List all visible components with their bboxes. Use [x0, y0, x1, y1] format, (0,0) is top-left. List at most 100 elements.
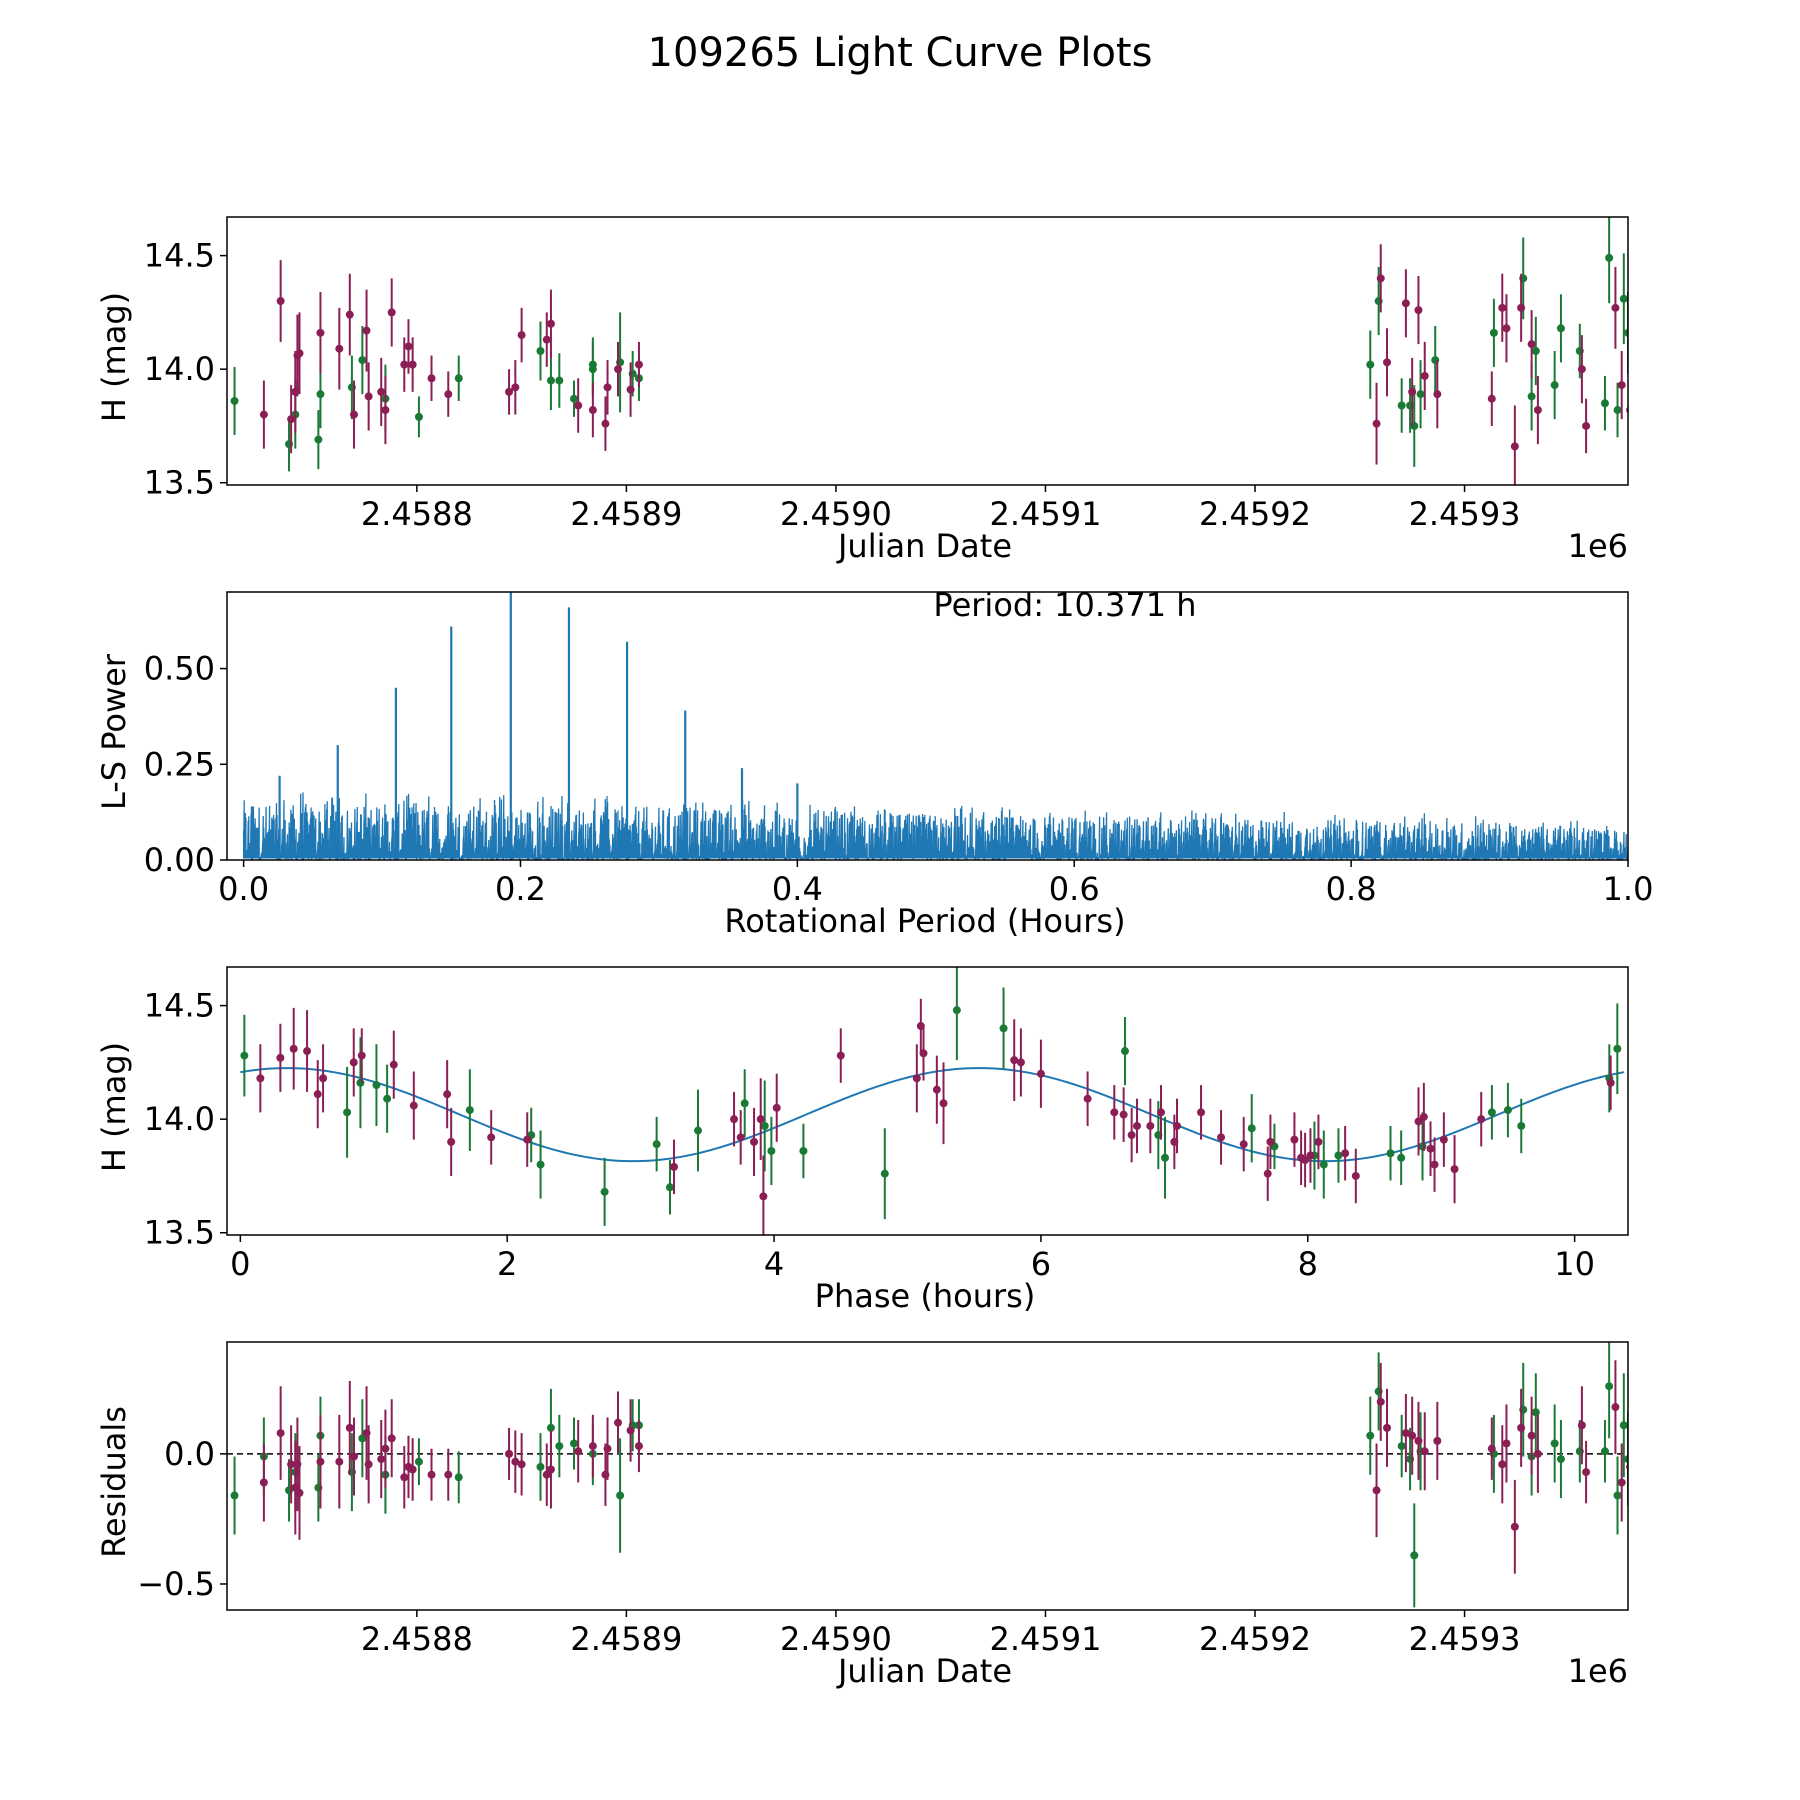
- lightcurve-point-o: [287, 415, 296, 424]
- lightcurve-point-g: [414, 412, 423, 421]
- residuals-xtick-label: 2.4588: [361, 1620, 473, 1658]
- phased-xtick-label: 0: [230, 1245, 250, 1283]
- phased-point-o: [772, 1103, 781, 1112]
- periodogram-xtick-label: 0.2: [495, 870, 546, 908]
- lightcurve-point-o: [1533, 406, 1542, 415]
- lightcurve-point-g: [555, 376, 564, 385]
- residuals-point-g: [1550, 1439, 1559, 1448]
- lightcurve-point-g: [1397, 401, 1406, 410]
- residuals-point-o: [444, 1470, 453, 1479]
- residuals-point-o: [377, 1455, 386, 1464]
- phased-ytick-label: 13.5: [144, 1214, 215, 1252]
- residuals-point-g: [1613, 1491, 1622, 1500]
- phased-point-o: [487, 1133, 496, 1142]
- phased-point-o: [447, 1137, 456, 1146]
- residuals-point-o: [349, 1452, 358, 1461]
- phased-point-o: [1119, 1110, 1128, 1119]
- lightcurve-point-g: [546, 376, 555, 385]
- residuals-frame: [226, 1341, 1629, 1611]
- periodogram-ylabel: L-S Power: [95, 653, 133, 810]
- phased-point-g: [1334, 1151, 1343, 1160]
- phased-xtick-label: 6: [1031, 1245, 1051, 1283]
- figure-title: 109265 Light Curve Plots: [648, 30, 1153, 76]
- phased-frame: [226, 966, 1629, 1236]
- lightcurve-point-o: [634, 360, 643, 369]
- phased-point-o: [756, 1115, 765, 1124]
- residuals-point-g: [570, 1439, 579, 1448]
- residuals-point-o: [517, 1460, 526, 1469]
- phased-xtick-label: 8: [1298, 1245, 1318, 1283]
- residuals-point-g: [1600, 1447, 1609, 1456]
- lightcurve-point-g: [1619, 294, 1628, 303]
- phased-point-g: [536, 1160, 545, 1169]
- phased-point-o: [349, 1058, 358, 1067]
- phased-point-o: [932, 1085, 941, 1094]
- phased-point-g: [1386, 1149, 1395, 1158]
- lightcurve-point-o: [381, 406, 390, 415]
- residuals-point-o: [1376, 1397, 1385, 1406]
- lightcurve-point-g: [358, 356, 367, 365]
- residuals-point-g: [536, 1462, 545, 1471]
- phased-point-o: [256, 1074, 265, 1083]
- phased-panel: Phase (hours) H (mag) 0 2 4 6 8 10 13.5 14.0 14.…: [95, 966, 1629, 1315]
- residuals-point-o: [1420, 1447, 1429, 1456]
- phased-point-g: [1503, 1106, 1512, 1115]
- residuals-point-o: [1517, 1423, 1526, 1432]
- residuals-offset-label: 1e6: [1568, 1652, 1628, 1690]
- lightcurve-point-g: [230, 396, 239, 405]
- residuals-xtick-label: 2.4592: [1199, 1620, 1311, 1658]
- phased-point-o: [1351, 1171, 1360, 1180]
- phased-point-o: [1197, 1108, 1206, 1117]
- residuals-point-o: [505, 1449, 514, 1458]
- residuals-point-o: [1372, 1486, 1381, 1495]
- phased-point-o: [357, 1051, 366, 1060]
- lightcurve-point-g: [1605, 253, 1614, 262]
- lightcurve-xtick-label: 2.4591: [989, 495, 1101, 533]
- lightcurve-point-o: [1433, 390, 1442, 399]
- residuals-point-g: [555, 1442, 564, 1451]
- lightcurve-point-g: [454, 374, 463, 383]
- residuals-xtick-label: 2.4589: [570, 1620, 682, 1658]
- phased-point-o: [939, 1099, 948, 1108]
- periodogram-ytick-label: 0.50: [144, 650, 215, 688]
- residuals-point-g: [1366, 1431, 1375, 1440]
- lightcurve-point-g: [1556, 324, 1565, 333]
- lightcurve-point-o: [408, 360, 417, 369]
- phased-point-o: [1419, 1112, 1428, 1121]
- lightcurve-point-o: [364, 392, 373, 401]
- lightcurve-point-o: [1487, 394, 1496, 403]
- phased-point-o: [759, 1192, 768, 1201]
- phased-point-o: [1132, 1121, 1141, 1130]
- residuals-point-o: [574, 1447, 583, 1456]
- lightcurve-point-o: [1420, 371, 1429, 380]
- phased-ytick-label: 14.0: [144, 1100, 215, 1138]
- residuals-ytick-label: 0.0: [164, 1435, 215, 1473]
- residuals-point-o: [546, 1465, 555, 1474]
- phased-points: [240, 967, 1622, 1235]
- residuals-point-o: [400, 1473, 409, 1482]
- periodogram-xtick-label: 0.6: [1049, 870, 1100, 908]
- phased-point-g: [465, 1106, 474, 1115]
- residuals-point-o: [408, 1465, 417, 1474]
- lightcurve-point-o: [505, 387, 514, 396]
- residuals-point-o: [427, 1470, 436, 1479]
- lightcurve-point-o: [1527, 340, 1536, 349]
- phased-point-g: [1319, 1160, 1328, 1169]
- lightcurve-point-o: [1408, 387, 1417, 396]
- phased-point-g: [880, 1169, 889, 1178]
- phased-point-o: [1110, 1108, 1119, 1117]
- lightcurve-point-o: [427, 374, 436, 383]
- phased-point-o: [409, 1101, 418, 1110]
- residuals-point-o: [614, 1418, 623, 1427]
- phased-point-o: [1083, 1094, 1092, 1103]
- lightcurve-point-o: [387, 308, 396, 317]
- residuals-point-o: [387, 1434, 396, 1443]
- phased-point-o: [1341, 1149, 1350, 1158]
- phased-point-g: [372, 1081, 381, 1090]
- lightcurve-ylabel: H (mag): [95, 292, 133, 422]
- periodogram-xtick-label: 0.0: [218, 870, 269, 908]
- residuals-point-o: [1498, 1460, 1507, 1469]
- lightcurve-ticks: 2.4588 2.4589 2.4590 2.4591 2.4592 2.4593 13.5…: [144, 237, 1521, 533]
- residuals-point-o: [287, 1460, 296, 1469]
- residuals-point-g: [230, 1491, 239, 1500]
